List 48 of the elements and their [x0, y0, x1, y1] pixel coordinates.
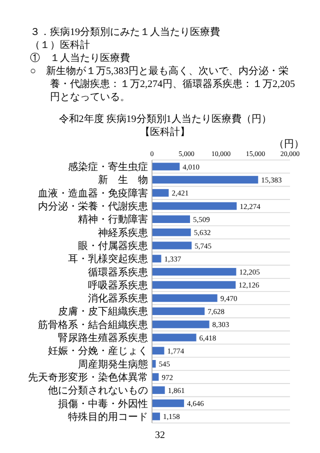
bar	[152, 334, 196, 342]
y-tick-label: 血液・造血器・免疫障害	[38, 187, 148, 200]
chart-title: 令和2年度 疾病19分類別1人当たり医療費（円）	[58, 113, 272, 125]
bar	[152, 228, 191, 236]
y-tick-label: 循環器系疾患	[88, 266, 148, 278]
y-tick-label: 神経系疾患	[98, 226, 148, 239]
y-tick-label: 眼・付属器疾患	[78, 240, 148, 252]
bar	[152, 399, 184, 408]
y-tick-label: 感染症・寄生虫症	[68, 161, 148, 174]
text: （１）医科計	[30, 39, 91, 52]
bar	[152, 268, 236, 276]
y-tick-label: 耳・乳様突起疾患	[68, 253, 148, 266]
bar	[152, 242, 192, 250]
y-tick-label: 皮膚・皮下組織疾患	[58, 306, 148, 318]
text: ① １人当たり医療費	[30, 52, 131, 65]
chart-subtitle: 【医科計】	[140, 126, 190, 138]
text: ○ 新生物が１万5,383円と最も高く、次いで、内分泌・栄養・代謝疾患：１万2,274円、循環器系疾患：１万2,205円となっている。	[30, 65, 295, 104]
x-axis-title: （円）	[274, 139, 304, 150]
bar	[152, 386, 165, 394]
bar	[152, 176, 258, 184]
y-tick-label: 特殊目的用コード	[68, 410, 148, 423]
y-tick-label: 内分泌・栄養・代謝疾患	[38, 200, 148, 213]
y-tick-label: 筋骨格系・結合組織疾患	[38, 318, 148, 331]
bar	[152, 294, 218, 302]
text: ３．疾病19分類別にみた１人当たり医療費	[30, 26, 221, 39]
y-tick-label: 呼吸器系疾患	[88, 279, 148, 292]
y-tick-label: 先天奇形変形・染色体異常	[28, 371, 148, 384]
bar	[152, 162, 180, 170]
y-tick-label: 消化器系疾患	[88, 292, 148, 305]
bar	[152, 281, 236, 289]
y-tick-label: 損傷・中毒・外因性	[58, 398, 148, 410]
y-tick-label: 周産期発生病態	[78, 358, 148, 370]
bar	[152, 254, 162, 262]
y-tick-label: 妊娠・分娩・産じょく	[48, 345, 148, 358]
bar	[152, 215, 190, 223]
bar	[152, 412, 160, 420]
bar	[152, 307, 205, 316]
bar	[152, 346, 164, 354]
y-tick-label: 精神・行動障害	[78, 214, 148, 226]
y-tick-label: 他に分類されないもの	[48, 384, 148, 397]
bar	[152, 189, 169, 197]
y-tick-label: 新 生 物	[98, 174, 148, 186]
text: 32	[154, 429, 166, 442]
bar	[152, 373, 159, 381]
y-tick-label: 腎尿路生殖器系疾患	[58, 332, 148, 344]
bar	[152, 202, 237, 210]
bar	[152, 320, 210, 328]
bar	[152, 360, 156, 368]
